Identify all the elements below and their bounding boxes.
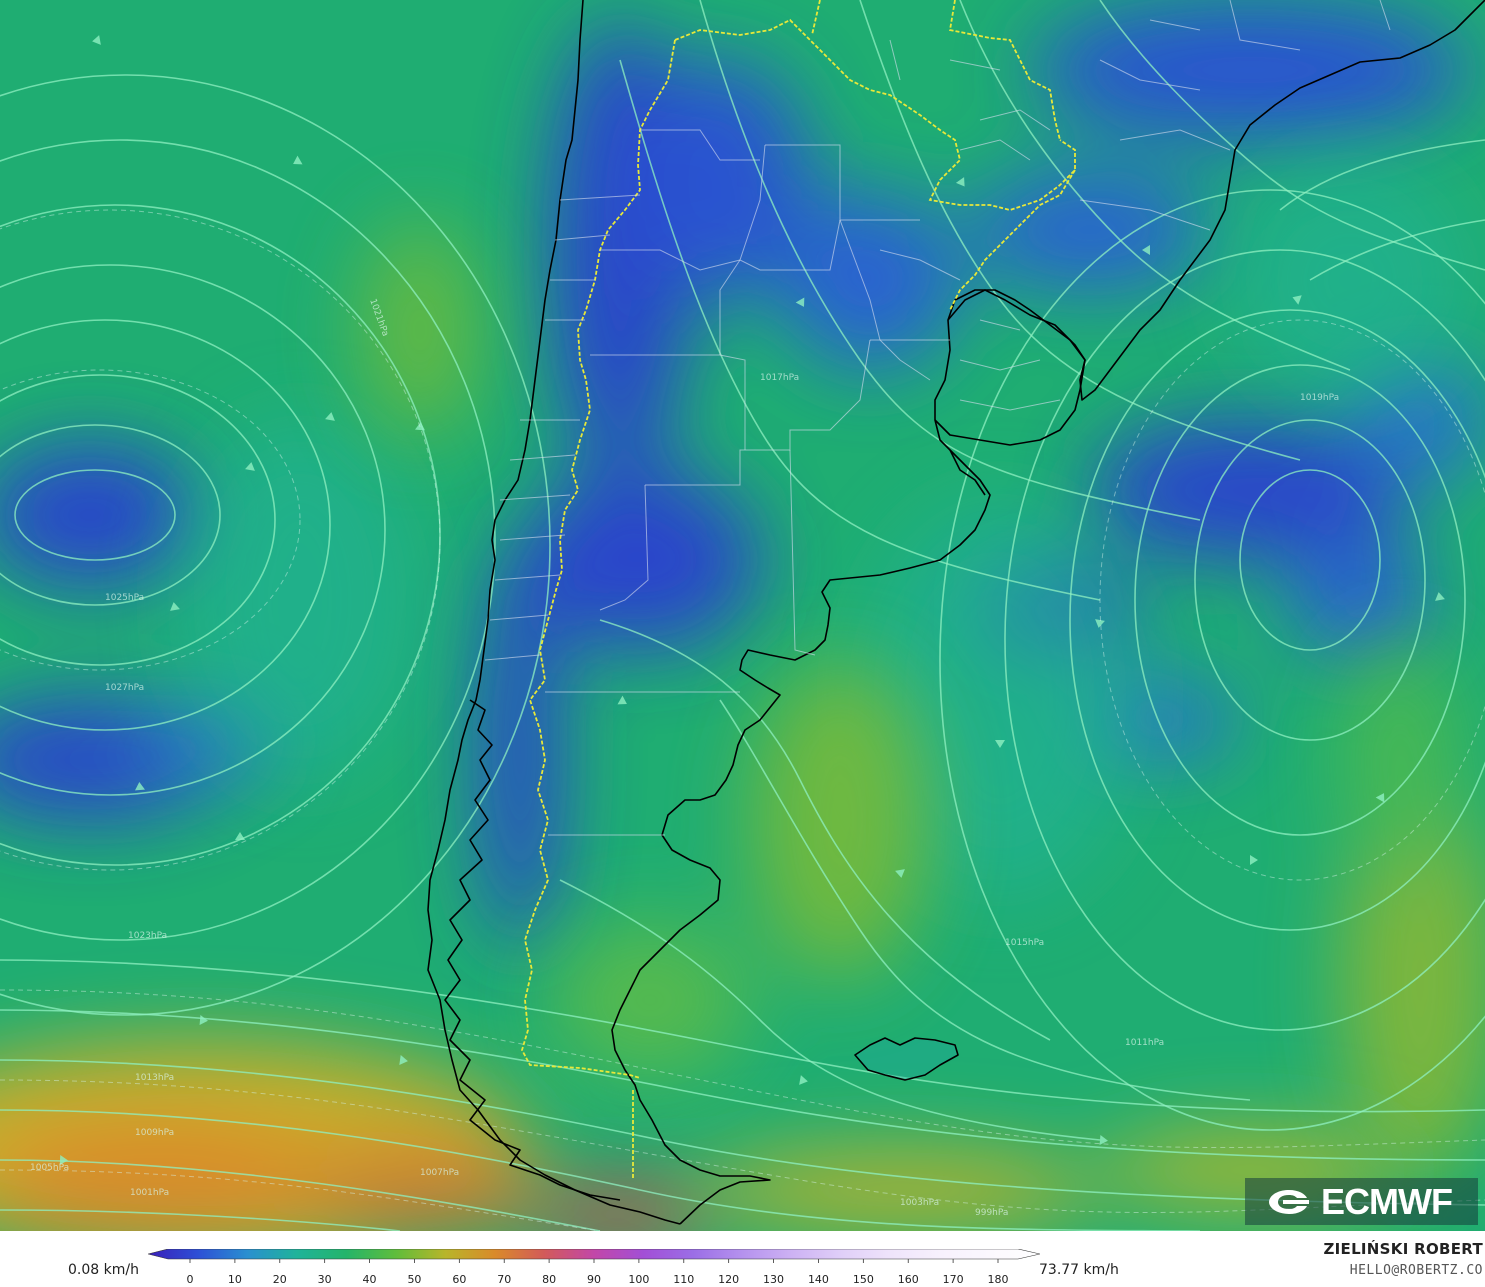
- colorbar-tick-label: 60: [452, 1273, 466, 1286]
- isobar-label: 1027hPa: [105, 683, 144, 693]
- isobar-label: 1019hPa: [1300, 393, 1339, 403]
- northern-streamlines: [619, 0, 1485, 601]
- isobar-label: 1013hPa: [135, 1073, 174, 1083]
- isobar-label: 1017hPa: [760, 373, 799, 383]
- colorbar-tick-label: 50: [407, 1273, 421, 1286]
- argentina-chile-border: [521, 39, 676, 1079]
- ecmwf-logo: ECMWF: [1245, 1178, 1478, 1225]
- anticyclone-east-streamlines: [939, 189, 1485, 1131]
- colorbar-tick-label: 20: [273, 1273, 287, 1286]
- falklands: [854, 1037, 959, 1081]
- author-email: HELLO@ROBERTZ.CO: [1349, 1263, 1483, 1278]
- argentina-paraguay-border: [949, 169, 1076, 311]
- argentina-bolivia-border: [674, 18, 1076, 211]
- colorbar-tick-label: 100: [628, 1273, 649, 1286]
- isobar-label: 1003hPa: [900, 1198, 939, 1208]
- isobar-label: 1005hPa: [30, 1163, 69, 1173]
- province-borders: [484, 0, 1391, 836]
- colorbar-tick-label: 130: [763, 1273, 784, 1286]
- isobar-label: 1023hPa: [128, 931, 167, 941]
- colorbar-tick-label: 30: [318, 1273, 332, 1286]
- colorbar-tick-label: 70: [497, 1273, 511, 1286]
- colorbar-tick-label: 140: [808, 1273, 829, 1286]
- isobar-label: 1009hPa: [135, 1128, 174, 1138]
- colorbar-tick-label: 180: [988, 1273, 1009, 1286]
- isobar-label: 1025hPa: [105, 593, 144, 603]
- streamline-arrows: [59, 35, 1445, 1165]
- colorbar-max-label: 73.77 km/h: [1039, 1262, 1119, 1278]
- isobar-label: 1015hPa: [1005, 938, 1044, 948]
- anticyclone-west-streamlines: [0, 74, 551, 1016]
- colorbar-ticks: 0 10 20 30 40 50 60 70 80 90 100 110 120 130 140 150 160…: [187, 1259, 1009, 1286]
- ecmwf-logo-text: ECMWF: [1321, 1180, 1453, 1222]
- colorbar-bar: [148, 1249, 1040, 1260]
- colorbar-tick-label: 110: [673, 1273, 694, 1286]
- colorbar-tick-label: 90: [587, 1273, 601, 1286]
- colorbar-tick-label: 170: [943, 1273, 964, 1286]
- colorbar-tick-label: 120: [718, 1273, 739, 1286]
- fjord-coast: [444, 699, 621, 1201]
- colorbar-min-label: 0.08 km/h: [68, 1262, 139, 1278]
- wind-speed-map: 1027hPa 1025hPa 1023hPa 1021hPa 1019hPa …: [0, 0, 1485, 1231]
- westerly-streamlines: [0, 619, 1485, 1231]
- pacific-coastline: [427, 0, 681, 1225]
- bolivia-brazil-border: [811, 0, 1061, 141]
- colorbar-tick-label: 10: [228, 1273, 242, 1286]
- ecmwf-swirl-icon: [1269, 1189, 1309, 1214]
- colorbar-tick-label: 40: [363, 1273, 377, 1286]
- isobar-label: 999hPa: [975, 1208, 1008, 1218]
- author-name: ZIELIŃSKI ROBERT: [1323, 1240, 1483, 1258]
- estuary-rio-de-la-plata: [949, 449, 986, 496]
- national-borders: [521, 0, 1076, 1180]
- isobars: [0, 209, 1485, 1231]
- colorbar: 0 10 20 30 40 50 60 70 80 90 100 110 120 130 140 150 160…: [148, 1249, 1040, 1286]
- colorbar-tick-label: 150: [853, 1273, 874, 1286]
- coastlines: [427, 0, 1485, 1225]
- colorbar-tick-label: 80: [542, 1273, 556, 1286]
- atlantic-coastline: [611, 0, 1485, 1225]
- streamlines: [0, 0, 1485, 1231]
- isobar-label: 1007hPa: [420, 1168, 459, 1178]
- colorbar-tick-label: 160: [898, 1273, 919, 1286]
- isobar-label: 1001hPa: [130, 1188, 169, 1198]
- isobar-label: 1011hPa: [1125, 1038, 1164, 1048]
- colorbar-tick-label: 0: [187, 1273, 194, 1286]
- uruguay-border: [934, 289, 1086, 446]
